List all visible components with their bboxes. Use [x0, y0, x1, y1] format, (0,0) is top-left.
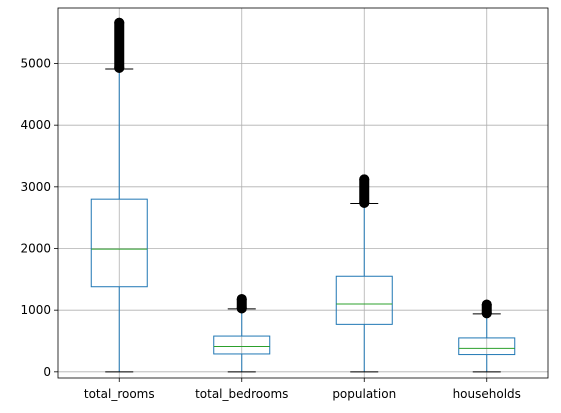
box-total_rooms [90, 17, 148, 373]
y-tick-label: 2000 [20, 242, 51, 256]
x-tick-label: total_rooms [84, 387, 155, 401]
plot-background [58, 8, 548, 378]
iqr-box [90, 198, 148, 288]
iqr-box [335, 275, 393, 325]
iqr-box [458, 337, 516, 356]
outlier-marker [236, 294, 247, 305]
x-tick-label: population [332, 387, 396, 401]
x-axis: total_rooms total_bedrooms population house… [84, 378, 521, 401]
box-households [458, 299, 516, 373]
iqr-box [213, 335, 271, 355]
y-tick-label: 0 [43, 365, 51, 379]
outlier-marker [114, 62, 125, 73]
y-tick-label: 4000 [20, 118, 51, 132]
outlier-marker [114, 17, 125, 28]
y-tick-label: 3000 [20, 180, 51, 194]
boxes-layer [90, 17, 516, 373]
x-tick-label: households [453, 387, 521, 401]
outlier-marker [481, 299, 492, 310]
outlier-marker [481, 308, 492, 319]
outlier-marker [359, 174, 370, 185]
outlier-marker [236, 303, 247, 314]
box-total_bedrooms [213, 294, 271, 373]
outlier-marker [359, 197, 370, 208]
y-tick-label: 5000 [20, 57, 51, 71]
y-axis: 0 1000 2000 3000 4000 5000 [20, 57, 58, 379]
box-population [335, 174, 393, 373]
x-tick-label: total_bedrooms [195, 387, 288, 401]
y-tick-label: 1000 [20, 303, 51, 317]
plot-frame [57, 7, 549, 379]
